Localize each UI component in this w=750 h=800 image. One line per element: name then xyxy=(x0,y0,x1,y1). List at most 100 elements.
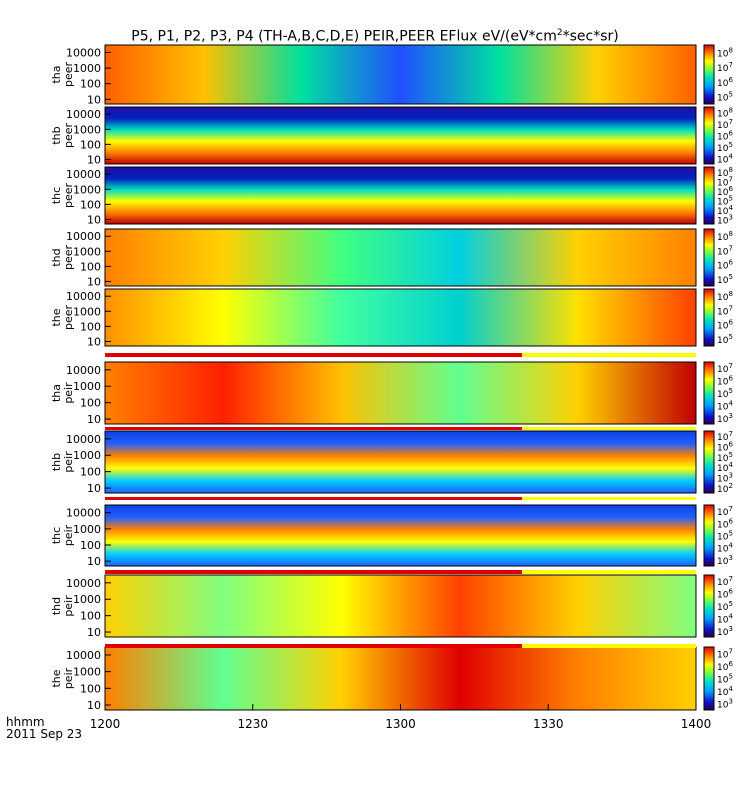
species-label: peer xyxy=(62,305,75,331)
probe-label: thd xyxy=(50,597,63,615)
probe-label: thb xyxy=(50,453,63,471)
y-tick-label: 10 xyxy=(87,482,101,495)
y-tick-label: 100 xyxy=(80,78,101,91)
data-quality-bar xyxy=(105,570,522,574)
colorbar-label: 105 xyxy=(717,91,733,104)
colorbar-label: 106 xyxy=(717,517,733,530)
time-format-label: hhmm xyxy=(6,715,45,729)
y-tick-label: 1000 xyxy=(73,666,101,679)
colorbar-label: 103 xyxy=(717,472,733,485)
colorbar-label: 103 xyxy=(717,412,733,425)
colorbar-label: 107 xyxy=(717,61,733,74)
probe-label: thb xyxy=(50,126,63,144)
y-tick-label: 1000 xyxy=(73,523,101,536)
y-tick-label: 100 xyxy=(80,397,101,410)
probe-label: thc xyxy=(50,187,63,204)
panel-frame xyxy=(104,430,697,494)
colorbar-label: 103 xyxy=(717,625,733,638)
spectrogram-image xyxy=(105,45,696,104)
colorbar-label: 105 xyxy=(717,387,733,400)
colorbar-label: 108 xyxy=(717,46,733,59)
colorbar xyxy=(703,228,715,287)
data-quality-bar xyxy=(105,353,522,357)
panel-frame xyxy=(104,574,697,638)
probe-label: thc xyxy=(50,527,63,544)
colorbar-label: 104 xyxy=(717,461,733,474)
y-tick-label: 1000 xyxy=(73,380,101,393)
panel-frame xyxy=(104,44,697,105)
colorbar-label: 105 xyxy=(717,673,733,686)
colorbar-label: 103 xyxy=(717,554,733,567)
y-tick-label: 100 xyxy=(80,539,101,552)
species-label: peer xyxy=(62,245,75,271)
y-tick-label: 10 xyxy=(87,699,101,712)
colorbar xyxy=(703,430,715,494)
spectrogram-image xyxy=(105,289,696,346)
colorbar-label: 104 xyxy=(717,612,733,625)
colorbar-label: 107 xyxy=(717,175,733,188)
colorbar-label: 104 xyxy=(717,399,733,412)
colorbar-label: 107 xyxy=(717,362,733,375)
colorbar xyxy=(703,361,715,425)
colorbar xyxy=(703,504,715,567)
y-tick-label: 10 xyxy=(87,153,101,166)
colorbar-label: 105 xyxy=(717,530,733,543)
colorbar-label: 106 xyxy=(717,441,733,454)
colorbar-label: 107 xyxy=(717,575,733,588)
data-quality-bar xyxy=(105,427,522,430)
colorbar-label: 103 xyxy=(717,698,733,711)
colorbar-label: 107 xyxy=(717,647,733,660)
y-tick-label: 10000 xyxy=(66,433,101,446)
y-tick-label: 10 xyxy=(87,335,101,348)
y-tick-label: 1000 xyxy=(73,183,101,196)
colorbar-label: 104 xyxy=(717,685,733,698)
y-tick-label: 100 xyxy=(80,466,101,479)
y-tick-label: 10000 xyxy=(66,577,101,590)
species-label: peer xyxy=(62,62,75,88)
colorbar-label: 105 xyxy=(717,141,733,154)
panel-frame xyxy=(104,228,697,287)
colorbar-label: 106 xyxy=(717,130,733,143)
spectrogram-image xyxy=(105,647,696,710)
probe-label: the xyxy=(50,308,63,326)
colorbar-label: 105 xyxy=(717,333,733,346)
panel-frame xyxy=(104,288,697,347)
colorbar-label: 106 xyxy=(717,660,733,673)
y-tick-label: 100 xyxy=(80,138,101,151)
x-tick-label: 1200 xyxy=(90,717,121,731)
colorbar-label: 105 xyxy=(717,451,733,464)
colorbar-label: 108 xyxy=(717,290,733,303)
chart-title: P5, P1, P2, P3, P4 (TH-A,B,C,D,E) PEIR,P… xyxy=(131,28,619,45)
y-tick-label: 10000 xyxy=(66,108,101,121)
colorbar-label: 106 xyxy=(717,76,733,89)
x-tick-label: 1230 xyxy=(237,717,268,731)
species-label: peer xyxy=(62,123,75,149)
probe-label: thd xyxy=(50,248,63,266)
x-tick-label: 1330 xyxy=(533,717,564,731)
panel-frame xyxy=(104,166,697,225)
colorbar-label: 106 xyxy=(717,185,733,198)
colorbar-label: 107 xyxy=(717,304,733,317)
y-tick-label: 100 xyxy=(80,610,101,623)
y-tick-label: 10 xyxy=(87,626,101,639)
y-tick-label: 10 xyxy=(87,413,101,426)
panel-frame xyxy=(104,504,697,567)
y-tick-label: 1000 xyxy=(73,62,101,75)
spectrogram-image xyxy=(105,505,696,566)
colorbar xyxy=(703,166,715,225)
panel-frame xyxy=(104,106,697,165)
colorbar-label: 107 xyxy=(717,505,733,518)
colorbar-label: 102 xyxy=(717,482,733,495)
y-tick-label: 10000 xyxy=(66,46,101,59)
data-quality-bar xyxy=(522,427,696,430)
species-label: peir xyxy=(62,382,75,404)
species-label: peir xyxy=(62,667,75,689)
data-quality-bar xyxy=(522,644,696,648)
y-tick-label: 10000 xyxy=(66,364,101,377)
